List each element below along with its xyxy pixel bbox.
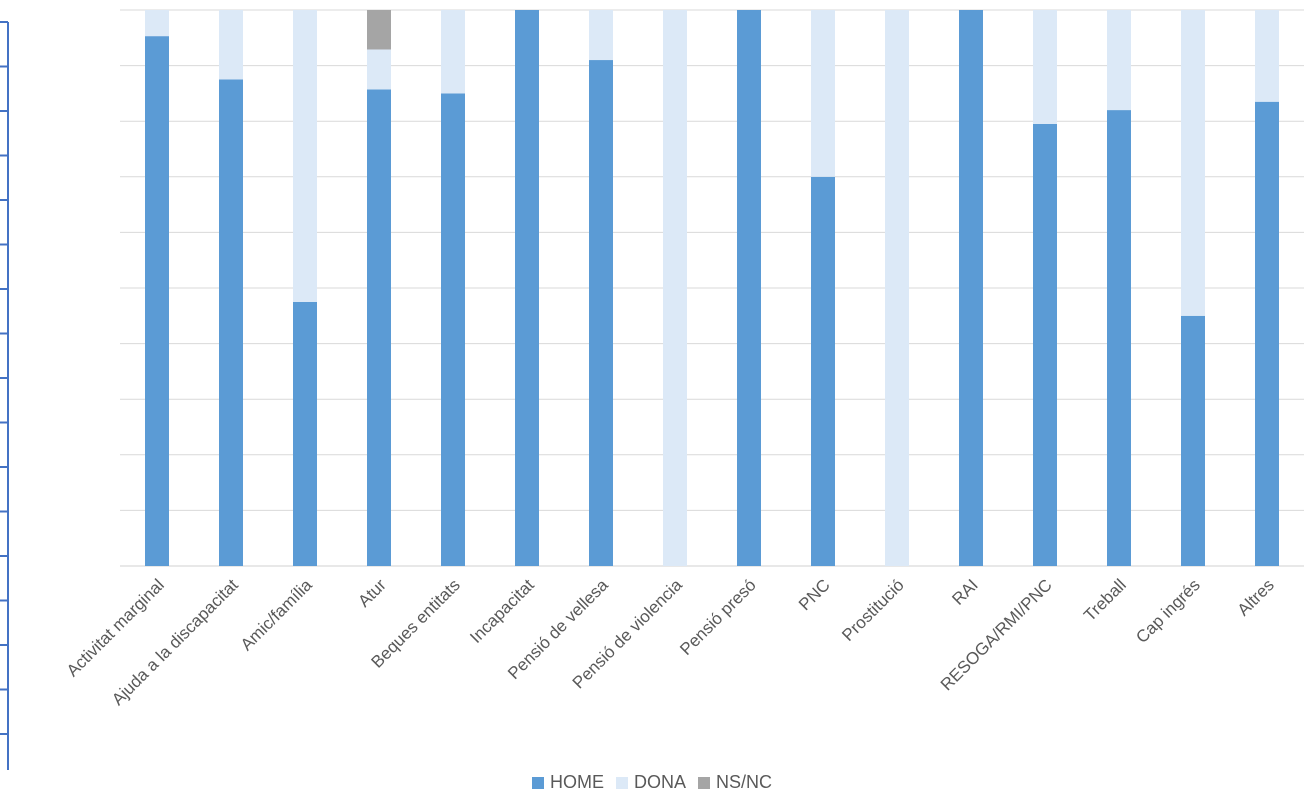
bar-dona [145,10,169,37]
bar-home [367,89,391,567]
x-tick-label: Incapacitat [466,575,538,647]
legend-label: HOME [549,772,604,792]
legend-swatch [698,776,710,789]
bar-dona [885,10,909,566]
bar-home [811,176,835,567]
bar-dona [441,10,465,94]
bar-dona [219,10,243,80]
bar-home [219,79,243,566]
x-tick-label: RAI [948,575,981,608]
x-tick-label: Cap ingrés [1132,575,1204,647]
bar-ns-nc [367,10,391,50]
bar-dona [1255,10,1279,102]
bar-dona [1181,10,1205,316]
x-tick-label: Amic/família [237,575,316,654]
bar-home [1107,110,1131,566]
x-tick-label: PNC [795,575,834,614]
x-tick-label: Prostitució [838,575,908,645]
legend-item: DONA [615,772,686,793]
bar-home [441,93,465,567]
bar-home [1033,123,1057,566]
bar-home [515,10,539,566]
bar-home [589,60,613,566]
bar-dona [293,10,317,302]
x-tick-label: Altres [1234,575,1278,619]
legend-swatch [531,776,544,789]
bar-dona [1107,10,1131,111]
chart-legend: HOME DONA NS/NC [0,772,1304,794]
legend-item: NS/NC [698,772,772,793]
bar-dona [811,10,835,177]
bar-home [1181,315,1205,566]
legend-label: DONA [633,772,686,792]
legend-label: NS/NC [716,772,773,792]
bar-dona [589,10,613,61]
bar-home [1255,101,1279,567]
bar-home [145,36,169,566]
bar-dona [367,49,391,90]
x-tick-label: Atur [354,575,390,611]
legend-item: HOME [531,772,604,793]
bar-home [959,10,983,566]
x-tick-label: Ajuda a la discapacitat [108,575,242,709]
bar-home [293,301,317,566]
x-tick-label: Treball [1080,575,1130,625]
bar-dona [663,10,687,566]
legend-swatch [615,776,628,789]
bar-dona [1033,10,1057,124]
bar-home [737,10,761,566]
x-tick-label: Pensió presó [676,575,760,659]
